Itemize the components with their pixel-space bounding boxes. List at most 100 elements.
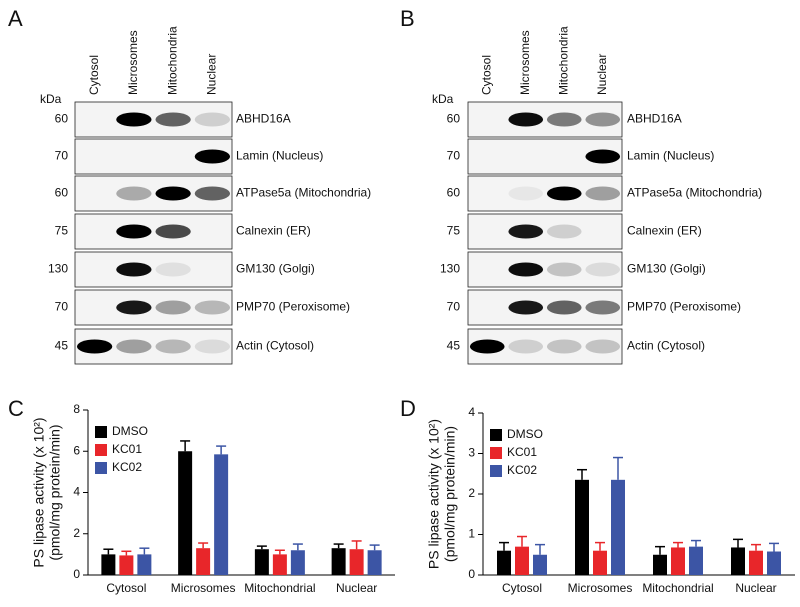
band xyxy=(546,339,582,354)
band xyxy=(194,339,231,354)
marker-label: 60 xyxy=(447,112,461,126)
legend-swatch xyxy=(95,462,107,474)
x-tick-label: Microsomes xyxy=(568,581,633,595)
blot-strip xyxy=(467,251,623,288)
marker-label: 70 xyxy=(55,300,69,314)
panel-label: A xyxy=(8,6,23,31)
bar xyxy=(272,554,287,575)
marker-label: 70 xyxy=(447,149,461,163)
unit-label: kDa xyxy=(432,92,454,106)
y-tick-label: 1 xyxy=(468,527,475,541)
panel-label: C xyxy=(8,396,24,421)
band xyxy=(194,186,231,201)
legend-swatch xyxy=(490,447,502,459)
protein-label: Lamin (Nucleus) xyxy=(627,149,714,163)
band xyxy=(155,186,191,201)
band xyxy=(116,262,152,277)
unit-label: kDa xyxy=(40,92,62,106)
y-tick-label: 0 xyxy=(73,567,80,581)
bar xyxy=(515,546,529,575)
band xyxy=(585,112,621,127)
bar xyxy=(178,451,193,575)
column-label: Cytosol xyxy=(479,55,493,95)
band xyxy=(508,112,544,127)
marker-label: 75 xyxy=(55,224,69,238)
bar xyxy=(196,548,211,575)
bar xyxy=(497,550,511,575)
band xyxy=(508,262,544,277)
marker-label: 45 xyxy=(447,339,461,353)
bar xyxy=(731,547,745,575)
bar xyxy=(767,551,781,575)
protein-label: Calnexin (ER) xyxy=(236,224,311,238)
y-tick-label: 8 xyxy=(73,402,80,416)
bar xyxy=(101,554,116,575)
protein-label: Lamin (Nucleus) xyxy=(236,149,323,163)
x-tick-label: Nuclear xyxy=(336,581,377,595)
band xyxy=(585,149,621,164)
protein-label: Actin (Cytosol) xyxy=(236,339,314,353)
protein-label: PMP70 (Peroxisome) xyxy=(627,300,741,314)
band xyxy=(508,300,544,315)
band xyxy=(155,262,191,277)
marker-label: 60 xyxy=(55,112,69,126)
y-axis-label: PS lipase activity (x 10²) xyxy=(426,419,442,569)
x-tick-label: Cytosol xyxy=(502,581,542,595)
column-label: Mitochondria xyxy=(556,26,570,95)
y-tick-label: 6 xyxy=(73,443,80,457)
legend-swatch xyxy=(95,444,107,456)
y-tick-label: 4 xyxy=(73,485,80,499)
marker-label: 130 xyxy=(48,262,68,276)
band xyxy=(194,112,231,127)
legend-swatch xyxy=(95,426,107,438)
y-axis-label: PS lipase activity (x 10²) xyxy=(31,417,47,567)
x-tick-label: Mitochondrial xyxy=(642,581,713,595)
column-label: Nuclear xyxy=(205,54,219,95)
legend-label: KC02 xyxy=(507,463,537,477)
protein-label: PMP70 (Peroxisome) xyxy=(236,300,350,314)
bar xyxy=(367,550,382,575)
y-tick-label: 4 xyxy=(468,405,475,419)
y-axis-label: (pmol/mg protein/min) xyxy=(442,426,458,562)
y-axis-label: (pmol/mg protein/min) xyxy=(47,424,63,560)
legend-swatch xyxy=(490,465,502,477)
band xyxy=(508,224,544,239)
column-label: Mitochondria xyxy=(165,26,179,95)
band xyxy=(155,339,191,354)
protein-label: ATPase5a (Mitochondria) xyxy=(236,186,371,200)
bar xyxy=(593,550,607,575)
band xyxy=(116,300,152,315)
legend-label: DMSO xyxy=(112,424,148,438)
y-tick-label: 3 xyxy=(468,446,475,460)
x-tick-label: Microsomes xyxy=(171,581,236,595)
bar xyxy=(137,554,152,575)
bar xyxy=(349,549,364,575)
blot-strip xyxy=(74,213,233,250)
blot-strip xyxy=(467,101,623,138)
legend-label: KC01 xyxy=(507,445,537,459)
blot-strip xyxy=(74,251,233,288)
marker-label: 45 xyxy=(55,339,69,353)
legend-label: DMSO xyxy=(507,427,543,441)
protein-label: ABHD16A xyxy=(627,112,682,126)
band xyxy=(76,339,113,354)
band xyxy=(585,339,621,354)
band xyxy=(155,112,191,127)
column-label: Microsomes xyxy=(518,30,532,95)
band xyxy=(546,112,582,127)
marker-label: 60 xyxy=(447,186,461,200)
blot-strip xyxy=(74,289,233,326)
column-label: Cytosol xyxy=(87,55,101,95)
band xyxy=(116,339,152,354)
y-tick-label: 2 xyxy=(73,526,80,540)
band xyxy=(116,224,152,239)
y-tick-label: 0 xyxy=(468,567,475,581)
x-tick-label: Nuclear xyxy=(735,581,776,595)
band xyxy=(116,112,152,127)
protein-label: GM130 (Golgi) xyxy=(627,262,706,276)
bar xyxy=(749,550,763,575)
band xyxy=(116,186,152,201)
marker-label: 130 xyxy=(440,262,460,276)
band xyxy=(155,224,191,239)
